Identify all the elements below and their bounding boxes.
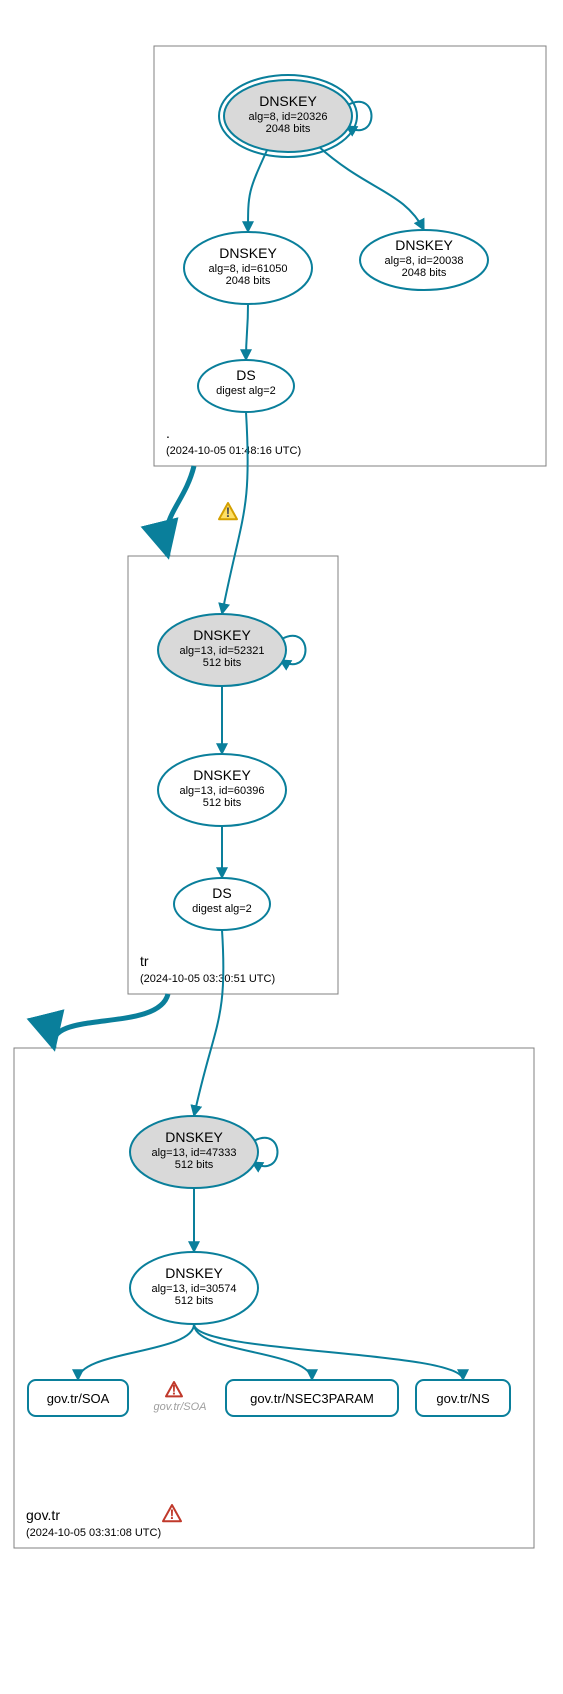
- node-line2: alg=8, id=20326: [249, 111, 328, 123]
- svg-text:gov.tr/SOA: gov.tr/SOA: [154, 1401, 207, 1413]
- svg-text:!: !: [172, 1381, 177, 1397]
- edge-govtr_zsk_to_soa: [78, 1324, 194, 1380]
- node-line2: alg=13, id=52321: [179, 645, 264, 657]
- node-title: DS: [236, 367, 255, 383]
- dnssec-graph: . (2024-10-05 01:48:16 UTC) tr (2024-10-05 …: [0, 0, 563, 1694]
- node-line2: digest alg=2: [216, 385, 276, 397]
- node-title: DNSKEY: [395, 237, 453, 253]
- node-line3: 512 bits: [175, 1159, 214, 1171]
- node-label: gov.tr/NS: [436, 1391, 490, 1406]
- node-root_ksk: DNSKEY alg=8, id=203262048 bits: [219, 75, 357, 157]
- warning-icon: !: [219, 503, 237, 520]
- node-line2: alg=8, id=61050: [209, 263, 288, 275]
- node-line2: alg=13, id=60396: [179, 785, 264, 797]
- node-line3: 2048 bits: [402, 267, 447, 279]
- edge-root_zsk1_to_ds: [246, 304, 248, 360]
- node-govtr_zsk: DNSKEY alg=13, id=30574512 bits: [130, 1252, 258, 1324]
- node-line3: 512 bits: [203, 657, 242, 669]
- node-line2: alg=13, id=47333: [151, 1147, 236, 1159]
- edge-govtr_zsk_to_ns: [194, 1324, 463, 1380]
- edge-tr_ds_to_govtr_ksk: [194, 930, 223, 1116]
- zone-label: tr: [140, 953, 149, 969]
- node-tr_zsk: DNSKEY alg=13, id=60396512 bits: [158, 754, 286, 826]
- node-title: DNSKEY: [165, 1265, 223, 1281]
- node-title: DNSKEY: [219, 245, 277, 261]
- node-title: DNSKEY: [193, 767, 251, 783]
- zone-label: gov.tr: [26, 1507, 60, 1523]
- node-govtr_ksk: DNSKEY alg=13, id=47333512 bits: [130, 1116, 258, 1188]
- node-line3: 2048 bits: [266, 123, 311, 135]
- edge-root_ksk_to_zsk2: [318, 146, 424, 230]
- node-line3: 512 bits: [203, 797, 242, 809]
- zone-govtr: gov.tr (2024-10-05 03:31:08 UTC): [14, 1048, 534, 1548]
- ghost-rr: gov.tr/SOA: [154, 1401, 207, 1413]
- node-root_zsk1: DNSKEY alg=8, id=610502048 bits: [184, 232, 312, 304]
- edge-govtr_zsk_to_nsec3: [194, 1324, 312, 1380]
- node-title: DNSKEY: [193, 627, 251, 643]
- edge-tr_box_to_govtr_box: [53, 994, 168, 1048]
- node-root_ds: DS digest alg=2: [198, 360, 294, 412]
- node-line2: alg=8, id=20038: [385, 255, 464, 267]
- node-tr_ds: DS digest alg=2: [174, 878, 270, 930]
- node-line2: alg=13, id=30574: [151, 1283, 236, 1295]
- node-line3: 2048 bits: [226, 275, 271, 287]
- edge-root_ksk_to_zsk1: [248, 148, 268, 232]
- svg-text:!: !: [226, 504, 231, 520]
- node-title: DS: [212, 885, 231, 901]
- node-title: DNSKEY: [259, 93, 317, 109]
- zone-timestamp: (2024-10-05 03:31:08 UTC): [26, 1527, 161, 1539]
- node-label: gov.tr/NSEC3PARAM: [250, 1391, 374, 1406]
- node-label: gov.tr/SOA: [47, 1391, 110, 1406]
- warning-icon: !: [163, 1505, 181, 1522]
- node-tr_ksk: DNSKEY alg=13, id=52321512 bits: [158, 614, 286, 686]
- zone-timestamp: (2024-10-05 03:30:51 UTC): [140, 973, 275, 985]
- edge-root_box_to_tr_box: [166, 466, 194, 556]
- node-title: DNSKEY: [165, 1129, 223, 1145]
- node-line2: digest alg=2: [192, 903, 252, 915]
- svg-text:!: !: [170, 1506, 175, 1522]
- node-rr_soa: gov.tr/SOA: [28, 1380, 128, 1416]
- zone-label: .: [166, 425, 170, 441]
- node-line3: 512 bits: [175, 1295, 214, 1307]
- warning-icon: !: [166, 1381, 182, 1397]
- node-rr_nsec3: gov.tr/NSEC3PARAM: [226, 1380, 398, 1416]
- zone-timestamp: (2024-10-05 01:48:16 UTC): [166, 445, 301, 457]
- node-rr_ns: gov.tr/NS: [416, 1380, 510, 1416]
- node-root_zsk2: DNSKEY alg=8, id=200382048 bits: [360, 230, 488, 290]
